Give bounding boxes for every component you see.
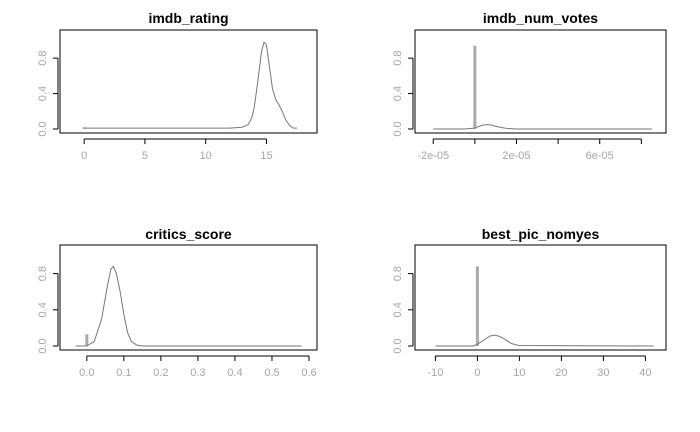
y-tick-label: 0.0	[392, 121, 404, 136]
x-tick-label: 0.0	[79, 367, 94, 379]
y-tick-label: 0.0	[37, 338, 49, 353]
plot-frame	[59, 29, 318, 134]
x-tick-label: 5	[142, 150, 148, 162]
x-tick-label: 2e-05	[502, 150, 530, 162]
x-tick-label: 15	[260, 150, 272, 162]
chart-title: imdb_num_votes	[483, 10, 598, 26]
x-tick-label: 0.4	[227, 367, 242, 379]
panel-imdb-rating: imdb_rating 0 5 10 15 0.0 0.4 0.8	[37, 10, 318, 162]
x-tick-label: 10	[200, 150, 212, 162]
chart-title: critics_score	[145, 226, 232, 242]
density-curve	[84, 41, 297, 129]
y-tick-label: 0.8	[37, 266, 49, 281]
plot-frame	[414, 29, 667, 134]
x-tick-label: 30	[597, 367, 609, 379]
y-tick-label: 0.4	[392, 302, 404, 317]
y-tick-label: 0.4	[392, 86, 404, 101]
density-curve	[75, 265, 302, 347]
x-tick-label: -10	[427, 367, 443, 379]
x-tick-label: 20	[555, 367, 567, 379]
x-tick-label: 0.1	[116, 367, 131, 379]
y-tick-label: 0.8	[37, 50, 49, 65]
density-curve	[435, 334, 654, 347]
y-tick-label: 0.8	[392, 266, 404, 281]
plot-frame	[59, 244, 318, 351]
y-tick-label: 0.4	[37, 86, 49, 101]
chart-title: best_pic_nomyes	[482, 226, 600, 242]
x-tick-label: -2e-05	[417, 150, 449, 162]
panel-imdb-num-votes: imdb_num_votes -2e-05 2e-05 6e-05 0.0 0.4 0.8	[392, 10, 667, 162]
x-tick-label: 10	[513, 367, 525, 379]
panel-best-pic-nomyes: best_pic_nomyes -10 0 10 20 30 40 0.0 0.4 0.8	[392, 226, 667, 379]
y-tick-label: 0.8	[392, 50, 404, 65]
x-tick-label: 0.3	[190, 367, 205, 379]
y-tick-label: 0.0	[37, 121, 49, 136]
density-curve	[433, 124, 652, 130]
panel-critics-score: critics_score 0.0 0.1 0.2 0.3 0.4 0.5 0.6 0.0 0.4…	[37, 226, 318, 379]
x-tick-label: 0.5	[264, 367, 279, 379]
x-tick-label: 6e-05	[586, 150, 614, 162]
chart-title: imdb_rating	[148, 10, 228, 26]
x-tick-label: 0.2	[153, 367, 168, 379]
y-tick-label: 0.4	[37, 302, 49, 317]
x-tick-label: 0.6	[301, 367, 316, 379]
x-tick-label: 0	[81, 150, 87, 162]
x-tick-label: 40	[639, 367, 651, 379]
y-tick-label: 0.0	[392, 338, 404, 353]
x-tick-label: 0	[474, 367, 480, 379]
plot-frame	[414, 244, 667, 351]
